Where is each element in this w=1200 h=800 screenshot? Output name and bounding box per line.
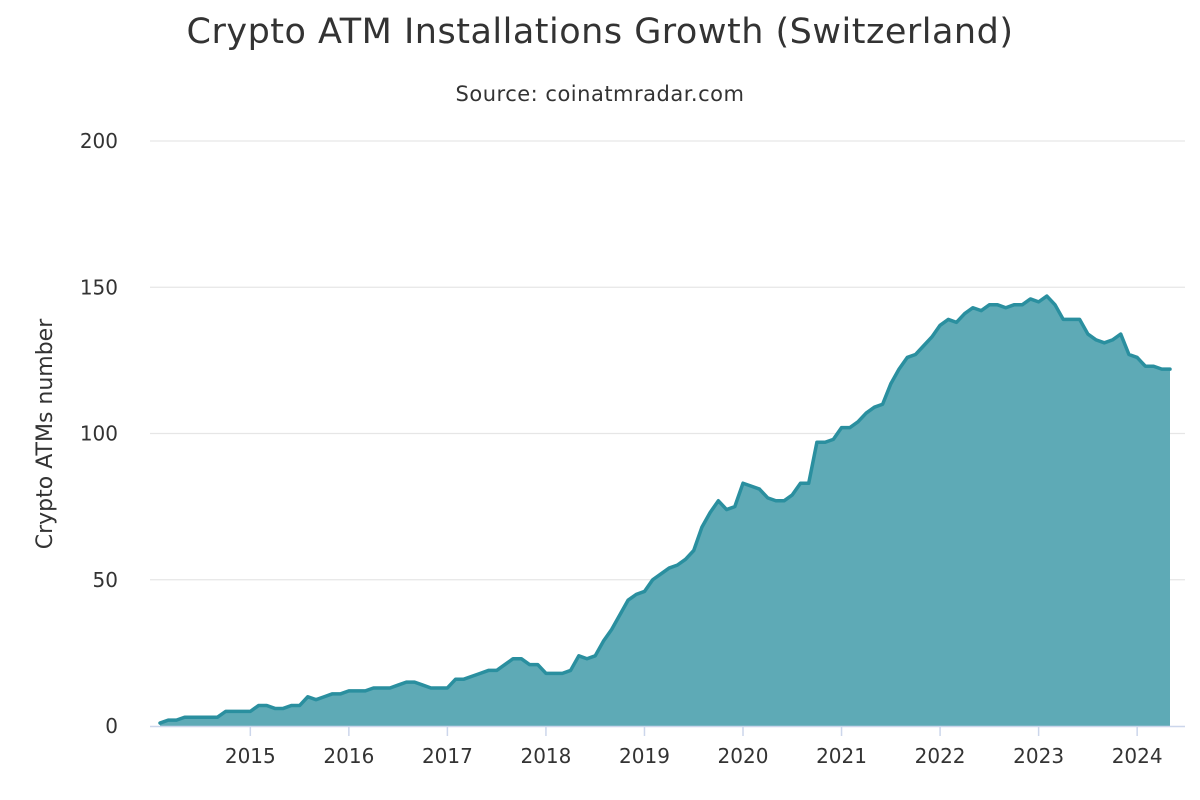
x-tick-label: 2023	[1013, 744, 1064, 768]
x-tick-label: 2017	[422, 744, 473, 768]
chart-title: Crypto ATM Installations Growth (Switzer…	[186, 12, 1014, 52]
x-tick-label: 2015	[225, 744, 276, 768]
x-tick-label: 2024	[1112, 744, 1163, 768]
x-tick-label: 2022	[915, 744, 966, 768]
x-tick-label: 2019	[619, 744, 670, 768]
x-tick-label: 2020	[718, 744, 769, 768]
x-tick-label: 2016	[323, 744, 374, 768]
y-tick-label: 150	[80, 275, 118, 299]
y-axis-title: Crypto ATMs number	[33, 318, 58, 550]
y-tick-label: 0	[105, 714, 118, 738]
y-tick-label: 50	[93, 568, 118, 592]
y-tick-label: 200	[80, 129, 118, 153]
x-tick-label: 2018	[520, 744, 571, 768]
chart-subtitle: Source: coinatmradar.com	[455, 82, 745, 106]
x-tick-label: 2021	[816, 744, 867, 768]
y-tick-label: 100	[80, 422, 118, 446]
area-series-fill	[160, 296, 1170, 726]
x-axis: 2015 2016 2017 2018 2019 2020 2021 2022 2023 2024	[225, 726, 1163, 768]
area-series-line	[158, 294, 1172, 725]
y-axis: 0 50 100 150 200	[80, 129, 118, 738]
